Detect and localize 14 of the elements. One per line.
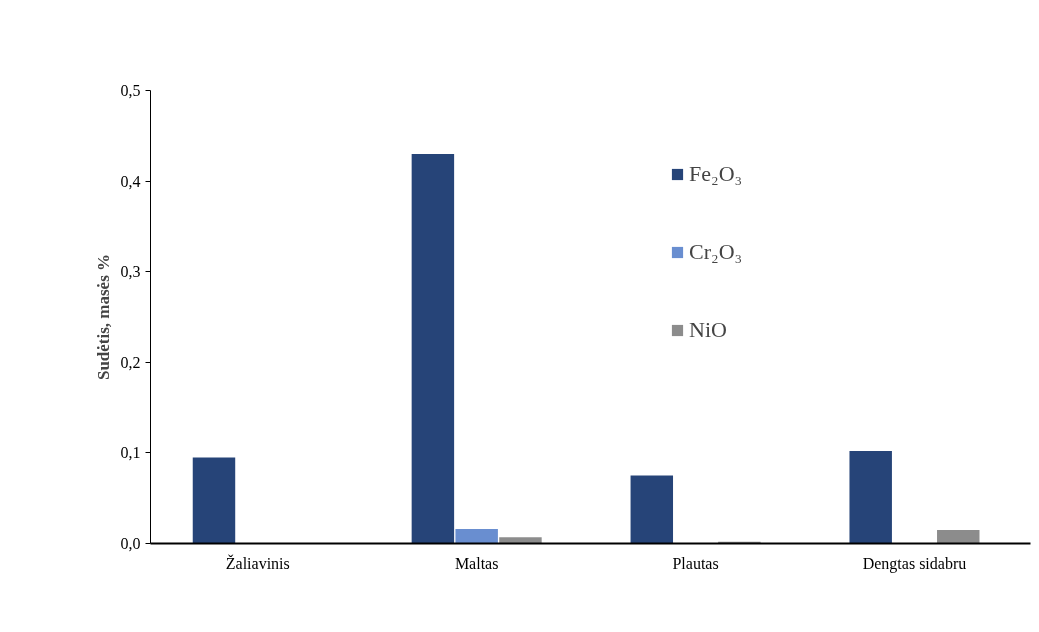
y-tick-label: 0,1 xyxy=(120,444,141,462)
x-tick-label: Dengtas sidabru xyxy=(862,554,967,573)
y-tick-label: 0,0 xyxy=(120,535,141,552)
y-tick-label: 0,5 xyxy=(120,82,141,99)
y-tick-label: 0,2 xyxy=(120,353,141,371)
x-tick-label: Maltas xyxy=(454,554,499,572)
y-tick-label: 0,3 xyxy=(120,263,141,281)
y-tick-label: 0,4 xyxy=(120,172,141,190)
legend-label: Fe₂O₃ xyxy=(689,161,743,187)
x-tick-label: Plautas xyxy=(672,554,719,572)
x-tick-label: Žaliavinis xyxy=(225,553,290,572)
legend-label: NiO xyxy=(689,317,727,343)
y-axis-title: Sudėtis, masės % xyxy=(93,253,113,381)
legend-label: Cr₂O₃ xyxy=(689,239,743,265)
